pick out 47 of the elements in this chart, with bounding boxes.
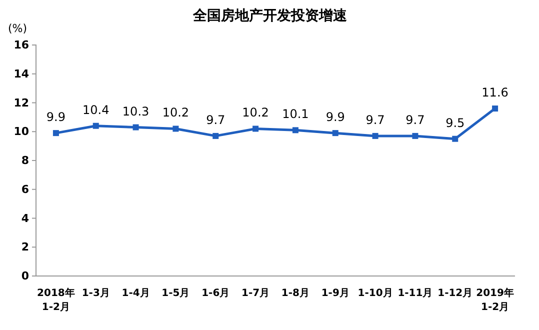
y-axis-title: (%) bbox=[8, 22, 28, 35]
y-tick-label: 8 bbox=[21, 154, 29, 168]
data-label: 9.5 bbox=[446, 116, 465, 130]
point bbox=[132, 124, 139, 130]
point bbox=[412, 132, 418, 139]
y-tick-label: 2 bbox=[21, 240, 29, 254]
x-tick-label: 1-12月 bbox=[438, 288, 473, 299]
y-tick-label: 14 bbox=[14, 67, 30, 80]
data-label: 10.2 bbox=[242, 106, 269, 120]
y-tick-label: 10 bbox=[14, 125, 30, 138]
point bbox=[332, 130, 338, 136]
data-label: 10.3 bbox=[122, 104, 150, 118]
x-tick-label: 1-4月 bbox=[122, 288, 150, 299]
x-tick-label: 1-10月 bbox=[358, 288, 393, 299]
x-tick-label: 1-8月 bbox=[281, 288, 310, 299]
y-tick-label: 12 bbox=[14, 96, 29, 110]
data-label: 9.7 bbox=[366, 112, 385, 127]
x-tick-label: 1-9月 bbox=[321, 288, 350, 299]
x-tick-label: 1-5月 bbox=[162, 288, 190, 299]
point bbox=[452, 136, 458, 142]
point bbox=[92, 122, 99, 129]
x-tick-label: 1-7月 bbox=[242, 288, 270, 299]
point bbox=[252, 126, 259, 132]
chart-title: 全国房地产开发投资增速 bbox=[192, 7, 348, 24]
y-tick-label: 6 bbox=[21, 182, 30, 196]
point bbox=[292, 127, 298, 134]
point bbox=[212, 132, 219, 139]
data-label: 10.2 bbox=[162, 106, 190, 120]
y-tick-label: 0 bbox=[21, 270, 30, 283]
point bbox=[372, 132, 378, 139]
x-tick-label: 1-6月 bbox=[202, 288, 230, 299]
point bbox=[492, 106, 498, 112]
data-label: 10.4 bbox=[82, 102, 110, 117]
y-tick-label: 16 bbox=[14, 38, 30, 52]
data-label: 11.6 bbox=[482, 86, 508, 100]
point bbox=[172, 126, 179, 132]
x-tick-label: 2019年 1-2月 bbox=[476, 287, 514, 313]
x-tick-label: 2018年 1-2月 bbox=[37, 287, 75, 313]
data-label: 9.9 bbox=[326, 110, 345, 124]
point bbox=[52, 130, 59, 136]
y-tick-label: 4 bbox=[21, 212, 30, 225]
data-label: 9.7 bbox=[206, 112, 226, 127]
x-tick-label: 1-11月 bbox=[398, 288, 433, 299]
data-label: 10.1 bbox=[282, 107, 309, 122]
data-label: 9.7 bbox=[406, 112, 425, 127]
x-tick-label: 1-3月 bbox=[82, 288, 110, 299]
data-label: 9.9 bbox=[46, 110, 66, 124]
